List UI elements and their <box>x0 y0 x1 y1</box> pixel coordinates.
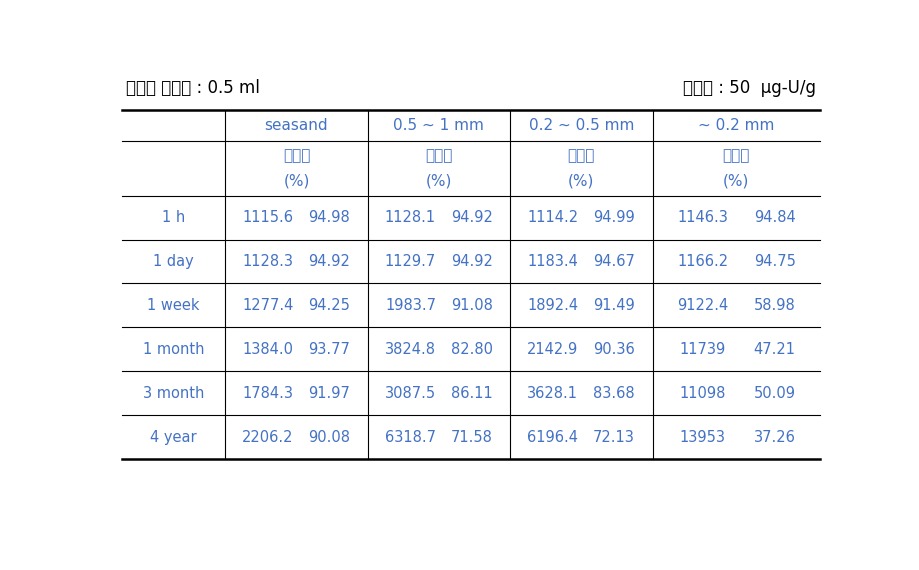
Text: 1277.4: 1277.4 <box>243 298 294 313</box>
Text: 50.09: 50.09 <box>754 386 796 401</box>
Text: 오염량 : 50  μg-U/g: 오염량 : 50 μg-U/g <box>684 79 816 97</box>
Text: 2142.9: 2142.9 <box>528 342 579 357</box>
Text: 1892.4: 1892.4 <box>528 298 578 313</box>
Text: 추출률: 추출률 <box>722 148 750 164</box>
Text: 2206.2: 2206.2 <box>243 430 294 445</box>
Text: 1128.3: 1128.3 <box>243 254 293 269</box>
Text: 94.84: 94.84 <box>754 210 796 225</box>
Text: 94.92: 94.92 <box>450 210 493 225</box>
Text: 1 day: 1 day <box>153 254 194 269</box>
Text: 90.36: 90.36 <box>594 342 635 357</box>
Text: 3628.1: 3628.1 <box>528 386 578 401</box>
Text: 94.92: 94.92 <box>308 254 350 269</box>
Text: 1166.2: 1166.2 <box>677 254 729 269</box>
Text: 3824.8: 3824.8 <box>385 342 436 357</box>
Text: 58.98: 58.98 <box>754 298 796 313</box>
Text: seasand: seasand <box>265 118 328 133</box>
Text: ~ 0.2 mm: ~ 0.2 mm <box>698 118 775 133</box>
Text: 1784.3: 1784.3 <box>243 386 293 401</box>
Text: 91.08: 91.08 <box>450 298 493 313</box>
Text: 1146.3: 1146.3 <box>677 210 728 225</box>
Text: 3 month: 3 month <box>143 386 204 401</box>
Text: 1 week: 1 week <box>147 298 200 313</box>
Text: 4 year: 4 year <box>151 430 197 445</box>
Text: 추출률: 추출률 <box>425 148 453 164</box>
Text: 0.2 ~ 0.5 mm: 0.2 ~ 0.5 mm <box>528 118 634 133</box>
Text: 94.98: 94.98 <box>309 210 350 225</box>
Text: 추출률: 추출률 <box>283 148 311 164</box>
Text: 47.21: 47.21 <box>754 342 796 357</box>
Text: 1114.2: 1114.2 <box>528 210 578 225</box>
Text: 94.75: 94.75 <box>754 254 796 269</box>
Text: 72.13: 72.13 <box>593 430 635 445</box>
Text: 93.77: 93.77 <box>308 342 350 357</box>
Text: 9122.4: 9122.4 <box>677 298 729 313</box>
Text: 13953: 13953 <box>680 430 726 445</box>
Text: 11739: 11739 <box>680 342 726 357</box>
Text: 91.97: 91.97 <box>308 386 350 401</box>
Text: 0.5 ~ 1 mm: 0.5 ~ 1 mm <box>393 118 484 133</box>
Text: 6196.4: 6196.4 <box>528 430 578 445</box>
Text: 1129.7: 1129.7 <box>385 254 437 269</box>
Text: (%): (%) <box>283 173 310 188</box>
Text: 83.68: 83.68 <box>594 386 635 401</box>
Text: 1183.4: 1183.4 <box>528 254 578 269</box>
Text: 90.08: 90.08 <box>308 430 350 445</box>
Text: 1 month: 1 month <box>142 342 204 357</box>
Text: 86.11: 86.11 <box>451 386 493 401</box>
Text: 1 h: 1 h <box>162 210 186 225</box>
Text: 1115.6: 1115.6 <box>243 210 293 225</box>
Text: 추출제 사용량 : 0.5 ml: 추출제 사용량 : 0.5 ml <box>126 79 259 97</box>
Text: 94.67: 94.67 <box>593 254 635 269</box>
Text: 1983.7: 1983.7 <box>385 298 436 313</box>
Text: 1128.1: 1128.1 <box>385 210 436 225</box>
Text: 1384.0: 1384.0 <box>243 342 293 357</box>
Text: (%): (%) <box>568 173 595 188</box>
Text: 94.25: 94.25 <box>308 298 350 313</box>
Text: 6318.7: 6318.7 <box>385 430 436 445</box>
Text: 94.99: 94.99 <box>594 210 635 225</box>
Text: (%): (%) <box>425 173 452 188</box>
Text: 82.80: 82.80 <box>450 342 493 357</box>
Text: 71.58: 71.58 <box>450 430 493 445</box>
Text: 37.26: 37.26 <box>754 430 796 445</box>
Text: 추출률: 추출률 <box>568 148 596 164</box>
Text: 94.92: 94.92 <box>450 254 493 269</box>
Text: (%): (%) <box>723 173 750 188</box>
Text: 11098: 11098 <box>680 386 726 401</box>
Text: 91.49: 91.49 <box>594 298 635 313</box>
Text: 3087.5: 3087.5 <box>385 386 436 401</box>
